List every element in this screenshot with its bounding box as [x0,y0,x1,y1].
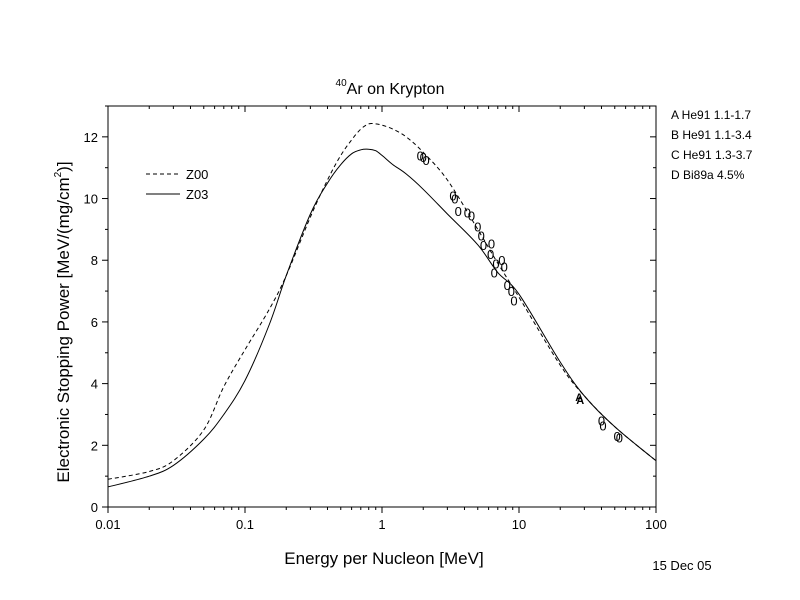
data-marker: 0 [451,192,458,207]
data-marker: 0 [480,238,487,253]
data-marker: 0 [508,284,515,299]
data-marker: 0 [417,148,424,163]
data-marker: 0 [449,188,456,203]
reference-entry: A He91 1.1-1.7 [671,108,751,122]
data-marker: 0 [501,259,508,274]
data-marker: 0 [478,229,485,244]
y-tick-label: 12 [84,130,98,145]
data-marker: 0 [492,256,499,271]
reference-entry: D Bi89a 4.5% [671,168,745,182]
title-text: Ar on Krypton [347,81,445,98]
data-marker: 0 [455,204,462,219]
legend-label-z03: Z03 [186,187,208,202]
data-marker: 0 [474,219,481,234]
x-tick-label: 1 [378,517,385,532]
data-marker: A [576,395,584,407]
x-tick-label: 100 [645,517,667,532]
y-axis-label-main: Electronic Stopping Power [MeV/(mg/cm [54,177,73,482]
y-axis-label-end: )] [54,161,73,171]
series-line-z03 [107,148,657,488]
x-tick-label: 10 [512,517,526,532]
x-tick-label: 0.1 [236,517,254,532]
data-marker: 0 [616,431,623,446]
reference-entry: C He91 1.3-3.7 [671,148,753,162]
series-line-z00 [107,122,657,480]
data-marker: 0 [423,153,430,168]
x-axis-label: Energy per Nucleon [MeV] [284,549,483,568]
y-tick-label: 4 [91,377,98,392]
series-lines [107,122,657,488]
data-marker: 0 [598,414,605,429]
y-tick-label: 0 [91,500,98,515]
legend-label-z00: Z00 [186,167,208,182]
data-marker: 0 [498,253,505,268]
title-superscript: 40 [336,78,348,89]
data-marker: 0 [420,150,427,165]
data-marker: 0 [487,247,494,262]
data-marker: 0 [464,205,471,220]
x-tick-label: 0.01 [95,517,120,532]
y-tick-label: 10 [84,192,98,207]
data-marker: 0 [613,429,620,444]
data-marker: 0 [599,418,606,433]
axis-ticks: 0.01 0.1 1 10 100 0 2 4 6 8 10 12 [84,105,667,532]
y-axis-label: Electronic Stopping Power [MeV/(mg/cm2)] [53,161,73,482]
date-stamp: 15 Dec 05 [652,558,711,573]
data-marker: 0 [488,236,495,251]
y-tick-label: 2 [91,438,98,453]
reference-entry: B He91 1.1-3.4 [671,128,752,142]
data-marker: 0 [491,266,498,281]
data-marker: 0 [510,293,517,308]
y-axis-label-superscript: 2 [53,171,64,177]
data-marker: 0 [468,209,475,224]
data-marker: 0 [504,278,511,293]
chart-title: 40Ar on Krypton [336,78,445,98]
y-tick-label: 8 [91,253,98,268]
data-marker: A [575,392,583,404]
reference-legend: A He91 1.1-1.7 B He91 1.1-3.4 C He91 1.3-3… [671,108,753,182]
y-tick-label: 6 [91,315,98,330]
